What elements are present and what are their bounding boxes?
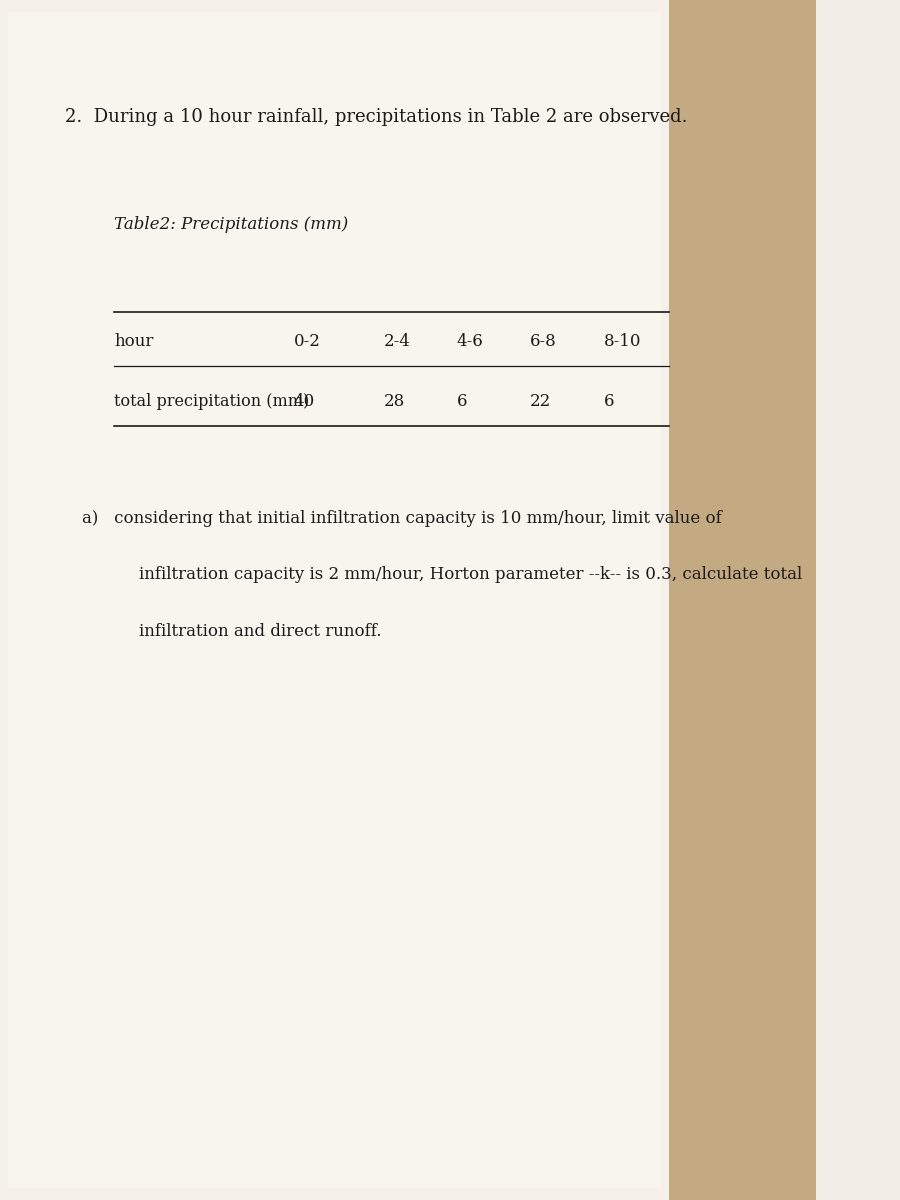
Text: 8-10: 8-10 <box>604 334 641 350</box>
Text: infiltration capacity is 2 mm/hour, Horton parameter --k-- is 0.3, calculate tot: infiltration capacity is 2 mm/hour, Hort… <box>139 566 802 583</box>
Text: 2-4: 2-4 <box>383 334 410 350</box>
Text: hour: hour <box>114 334 154 350</box>
FancyBboxPatch shape <box>8 12 661 1188</box>
Text: 22: 22 <box>530 394 552 410</box>
FancyBboxPatch shape <box>669 0 815 1200</box>
Text: 4-6: 4-6 <box>457 334 483 350</box>
Text: 6: 6 <box>604 394 614 410</box>
Text: 40: 40 <box>293 394 315 410</box>
Text: total precipitation (mm): total precipitation (mm) <box>114 394 310 410</box>
Text: 28: 28 <box>383 394 405 410</box>
Text: 6: 6 <box>457 394 467 410</box>
Text: a)   considering that initial infiltration capacity is 10 mm/hour, limit value o: a) considering that initial infiltration… <box>82 510 721 527</box>
Text: 6-8: 6-8 <box>530 334 557 350</box>
Text: infiltration and direct runoff.: infiltration and direct runoff. <box>139 623 382 640</box>
Text: 0-2: 0-2 <box>293 334 320 350</box>
Text: Table2: Precipitations (mm): Table2: Precipitations (mm) <box>114 216 348 233</box>
Text: 2.  During a 10 hour rainfall, precipitations in Table 2 are observed.: 2. During a 10 hour rainfall, precipitat… <box>66 108 688 126</box>
FancyBboxPatch shape <box>0 0 669 1200</box>
